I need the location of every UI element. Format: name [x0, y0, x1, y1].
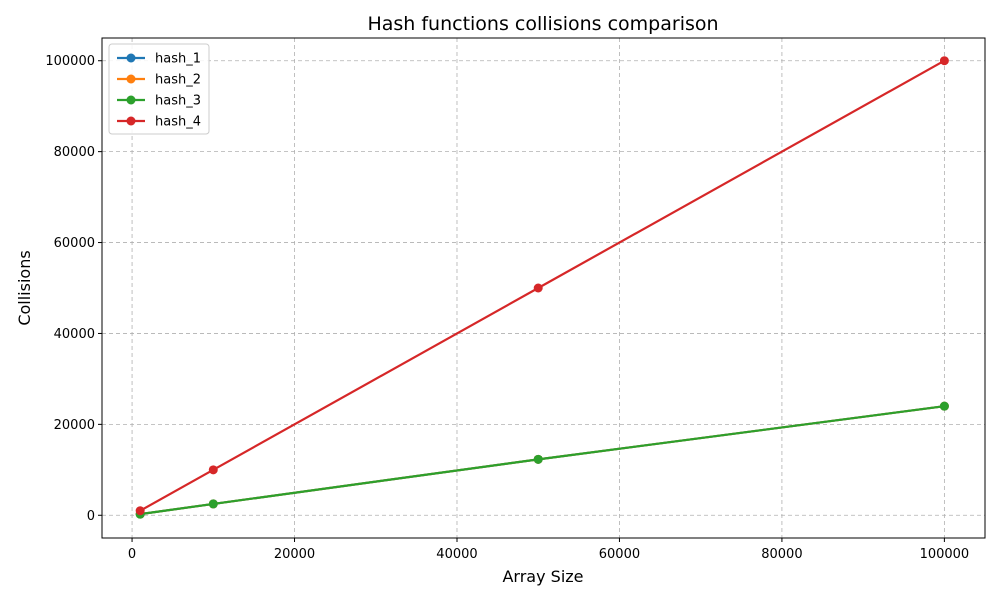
- plot-area: [101, 37, 986, 539]
- data-point: [939, 56, 949, 66]
- data-point: [533, 454, 543, 464]
- series-line: [140, 405, 945, 516]
- series-line: [139, 59, 945, 512]
- y-tick-label: 60000: [54, 236, 95, 251]
- legend-label: hash_4: [155, 115, 201, 130]
- y-tick-label: 100000: [45, 54, 95, 69]
- legend-box: [108, 43, 210, 135]
- axis-ticks: 0 20000 40000 60000 80000 100000 0 20000 40000 60…: [45, 54, 969, 562]
- y-axis-label: Collisions: [15, 250, 34, 325]
- grid: [102, 38, 985, 538]
- x-tick-label: 80000: [761, 547, 802, 562]
- x-tick-label: 0: [128, 547, 136, 562]
- legend-label: hash_1: [155, 52, 201, 67]
- legend-swatch-marker: [126, 116, 136, 126]
- legend-label: hash_3: [155, 94, 201, 109]
- legend: hash_1 hash_2 hash_3 hash_4: [108, 43, 210, 135]
- x-axis-label: Array Size: [502, 567, 583, 586]
- y-tick-label: 40000: [54, 327, 95, 342]
- data-point: [135, 506, 145, 516]
- y-tick-label: 80000: [54, 145, 95, 160]
- data-point: [533, 283, 543, 293]
- x-tick-label: 100000: [920, 547, 970, 562]
- data-point: [208, 499, 218, 509]
- x-tick-label: 60000: [599, 547, 640, 562]
- data-point: [208, 465, 218, 475]
- legend-swatch-marker: [126, 95, 136, 105]
- y-tick-label: 0: [87, 509, 95, 524]
- x-tick-label: 40000: [436, 547, 477, 562]
- series-lines: [135, 56, 949, 519]
- y-tick-label: 20000: [54, 418, 95, 433]
- legend-label: hash_2: [155, 73, 201, 88]
- legend-swatch-marker: [126, 74, 136, 84]
- data-point: [939, 401, 949, 411]
- legend-swatch-marker: [126, 53, 136, 63]
- chart-title: Hash functions collisions comparison: [367, 13, 718, 35]
- series-hash-4: [135, 56, 949, 516]
- x-tick-label: 20000: [274, 547, 315, 562]
- series-hash-3: [135, 401, 949, 519]
